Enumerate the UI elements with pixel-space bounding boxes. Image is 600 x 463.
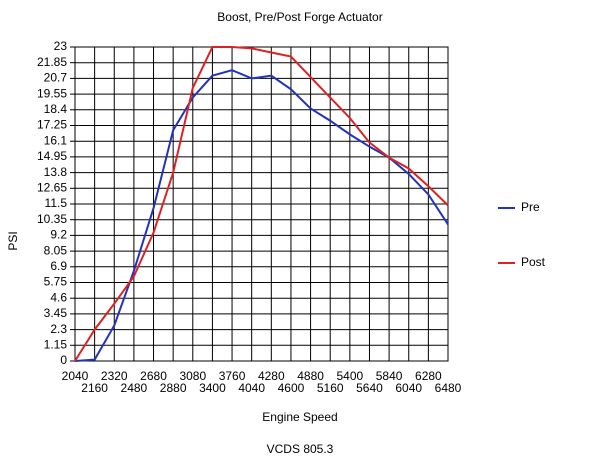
x-tick-label: 3080 (179, 369, 206, 383)
y-tick-label: 0 (60, 353, 67, 367)
x-tick-label: 4040 (238, 381, 265, 395)
chart-title: Boost, Pre/Post Forge Actuator (217, 10, 382, 24)
y-tick-label: 2.3 (50, 322, 67, 336)
y-tick-label: 1.15 (44, 337, 68, 351)
x-tick-label: 2160 (81, 381, 108, 395)
y-tick-label: 20.7 (44, 71, 68, 85)
y-axis-title: PSI (6, 231, 20, 250)
x-tick-label: 3400 (199, 381, 226, 395)
y-tick-label: 11.5 (45, 196, 68, 210)
x-tick-label: 5160 (317, 381, 344, 395)
y-tick-label: 8.05 (44, 243, 68, 257)
x-tick-label: 6040 (395, 381, 422, 395)
series-line (74, 46, 449, 362)
y-tick-label: 17.25 (37, 118, 67, 132)
y-tick-label: 13.8 (44, 165, 68, 179)
y-tick-label: 3.45 (44, 306, 68, 320)
x-tick-label: 2320 (101, 369, 128, 383)
x-tick-label: 2880 (160, 381, 187, 395)
x-tick-label: 2680 (140, 369, 167, 383)
y-tick-label: 12.65 (37, 180, 67, 194)
x-tick-label: 6280 (415, 369, 442, 383)
x-tick-label: 2040 (62, 369, 89, 383)
y-tick-label: 6.9 (50, 259, 67, 273)
y-tick-label: 23 (54, 39, 68, 53)
legend-label: Pre (521, 200, 540, 214)
y-tick-label: 4.6 (50, 290, 67, 304)
x-tick-label: 4600 (278, 381, 305, 395)
x-tick-label: 3760 (219, 369, 246, 383)
caption: VCDS 805.3 (267, 442, 334, 456)
y-tick-label: 19.55 (37, 86, 67, 100)
series-line (74, 69, 449, 362)
y-tick-label: 5.75 (44, 275, 68, 289)
y-tick-label: 14.95 (37, 149, 67, 163)
y-tick-label: 21.85 (37, 55, 67, 69)
x-tick-label: 5400 (336, 369, 363, 383)
y-tick-label: 16.1 (44, 133, 68, 147)
x-tick-label: 4880 (297, 369, 324, 383)
x-tick-label: 4280 (258, 369, 285, 383)
x-tick-label: 5640 (356, 381, 383, 395)
y-tick-label: 10.35 (37, 212, 67, 226)
x-tick-label: 6480 (435, 381, 462, 395)
x-axis-title: Engine Speed (262, 410, 337, 424)
x-tick-label: 5840 (376, 369, 403, 383)
y-tick-label: 18.4 (44, 102, 68, 116)
legend-label: Post (521, 255, 546, 269)
y-tick-label: 9.2 (50, 228, 67, 242)
x-tick-label: 2480 (121, 381, 148, 395)
